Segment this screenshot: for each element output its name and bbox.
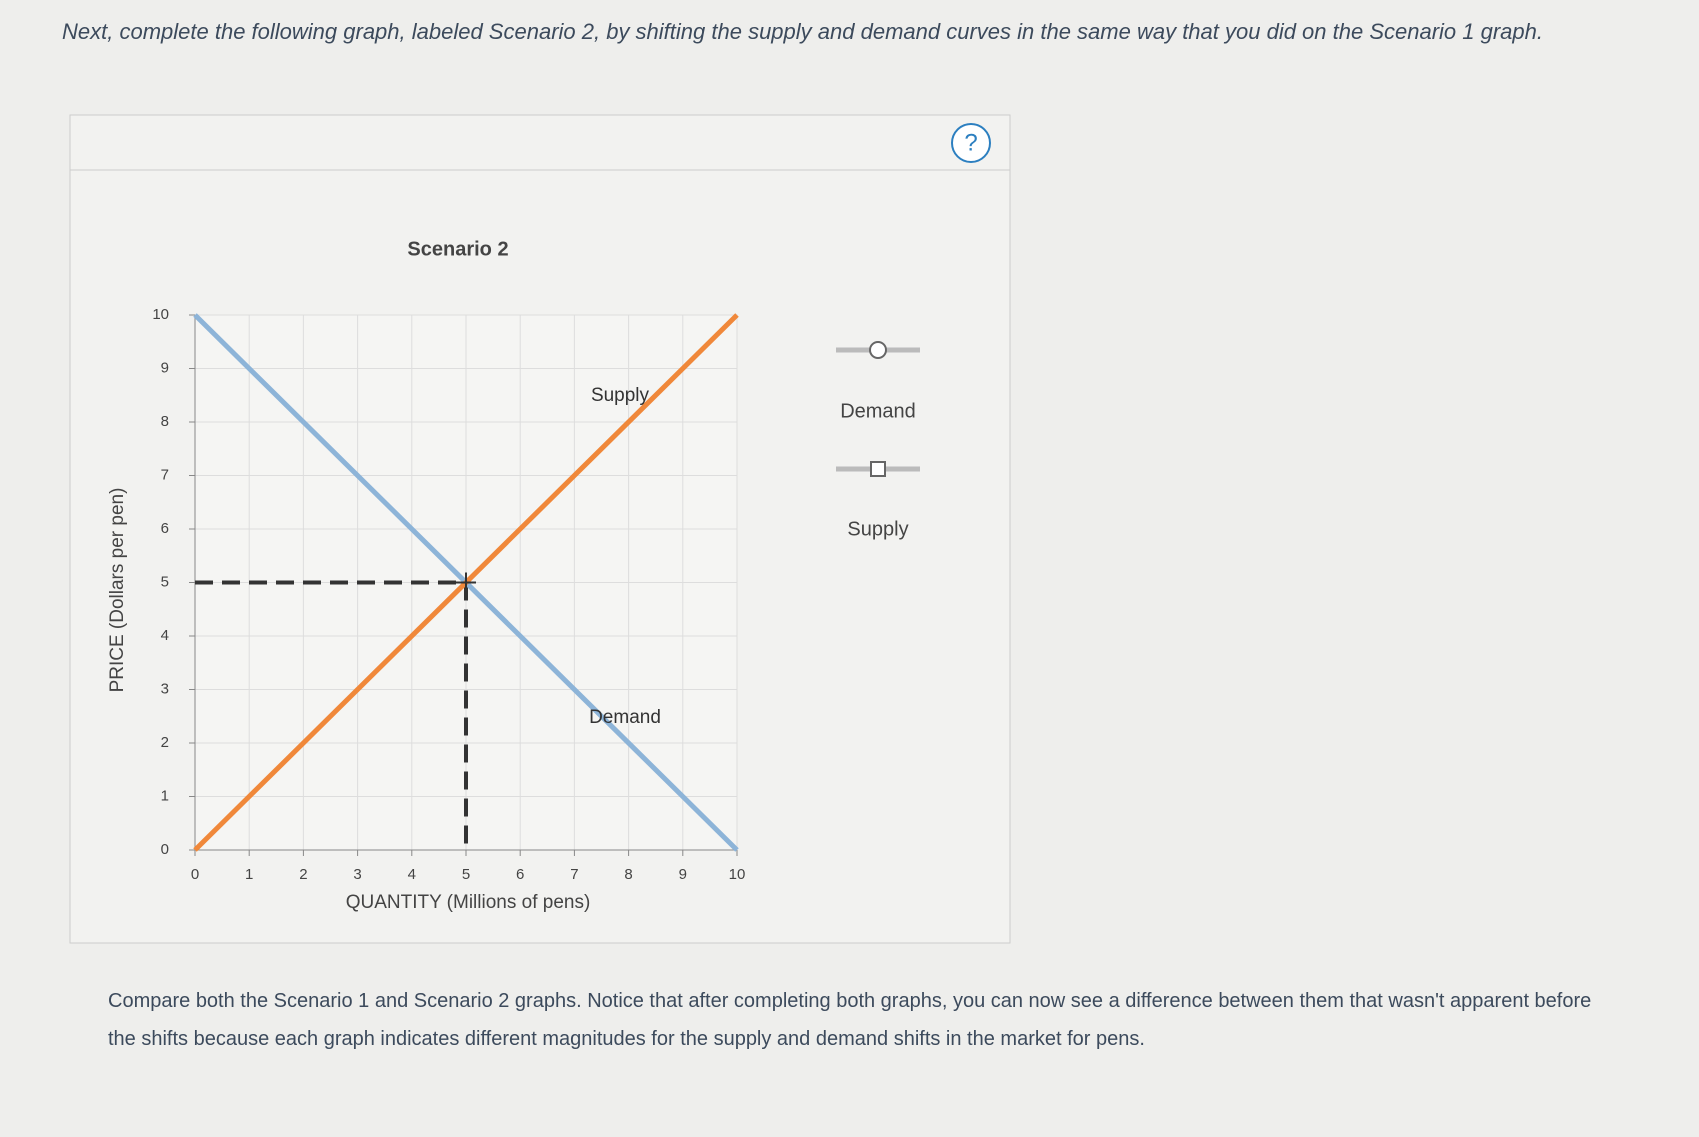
x-tick-label: 7: [570, 866, 578, 883]
x-tick-label: 5: [462, 866, 470, 883]
y-tick-label: 6: [161, 520, 169, 537]
legend-demand-handle[interactable]: [869, 341, 887, 359]
x-tick-label: 8: [624, 866, 632, 883]
legend-supply-label: Supply: [847, 518, 908, 540]
chart: ? Scenario 2 QUANTITY (Millions of pens)…: [69, 114, 1011, 944]
x-tick-label: 2: [299, 866, 307, 883]
y-tick-label: 8: [161, 413, 169, 430]
help-button[interactable]: [951, 123, 991, 163]
x-tick-label: 0: [191, 866, 199, 883]
y-tick-label: 4: [161, 627, 169, 644]
y-tick-label: 1: [161, 787, 169, 804]
y-tick-label: 10: [152, 306, 169, 323]
instructions: Next, complete the following graph, labe…: [62, 19, 1544, 44]
legend: Demand Supply: [836, 341, 920, 540]
y-tick-label: 9: [161, 359, 169, 376]
x-tick-label: 4: [408, 866, 416, 883]
curve-label-supply: Supply: [591, 385, 650, 406]
y-axis-label: PRICE (Dollars per pen): [107, 488, 128, 693]
curve-label-demand: Demand: [589, 707, 661, 728]
x-tick-label: 10: [729, 866, 746, 883]
legend-supply-handle[interactable]: [870, 461, 886, 477]
y-tick-label: 7: [161, 466, 169, 483]
x-tick-label: 1: [245, 866, 253, 883]
chart-title: Scenario 2: [407, 238, 508, 260]
y-tick-label: 5: [161, 573, 169, 590]
x-tick-label: 9: [679, 866, 687, 883]
legend-demand-label: Demand: [840, 400, 916, 422]
y-tick-label: 2: [161, 734, 169, 751]
help-icon[interactable]: ?: [964, 129, 977, 156]
compare-text: Compare both the Scenario 1 and Scenario…: [108, 990, 1592, 1050]
x-tick-label: 3: [353, 866, 361, 883]
y-tick-label: 0: [161, 841, 169, 858]
y-tick-label: 3: [161, 680, 169, 697]
x-tick-label: 6: [516, 866, 524, 883]
x-axis-label: QUANTITY (Millions of pens): [346, 892, 591, 913]
